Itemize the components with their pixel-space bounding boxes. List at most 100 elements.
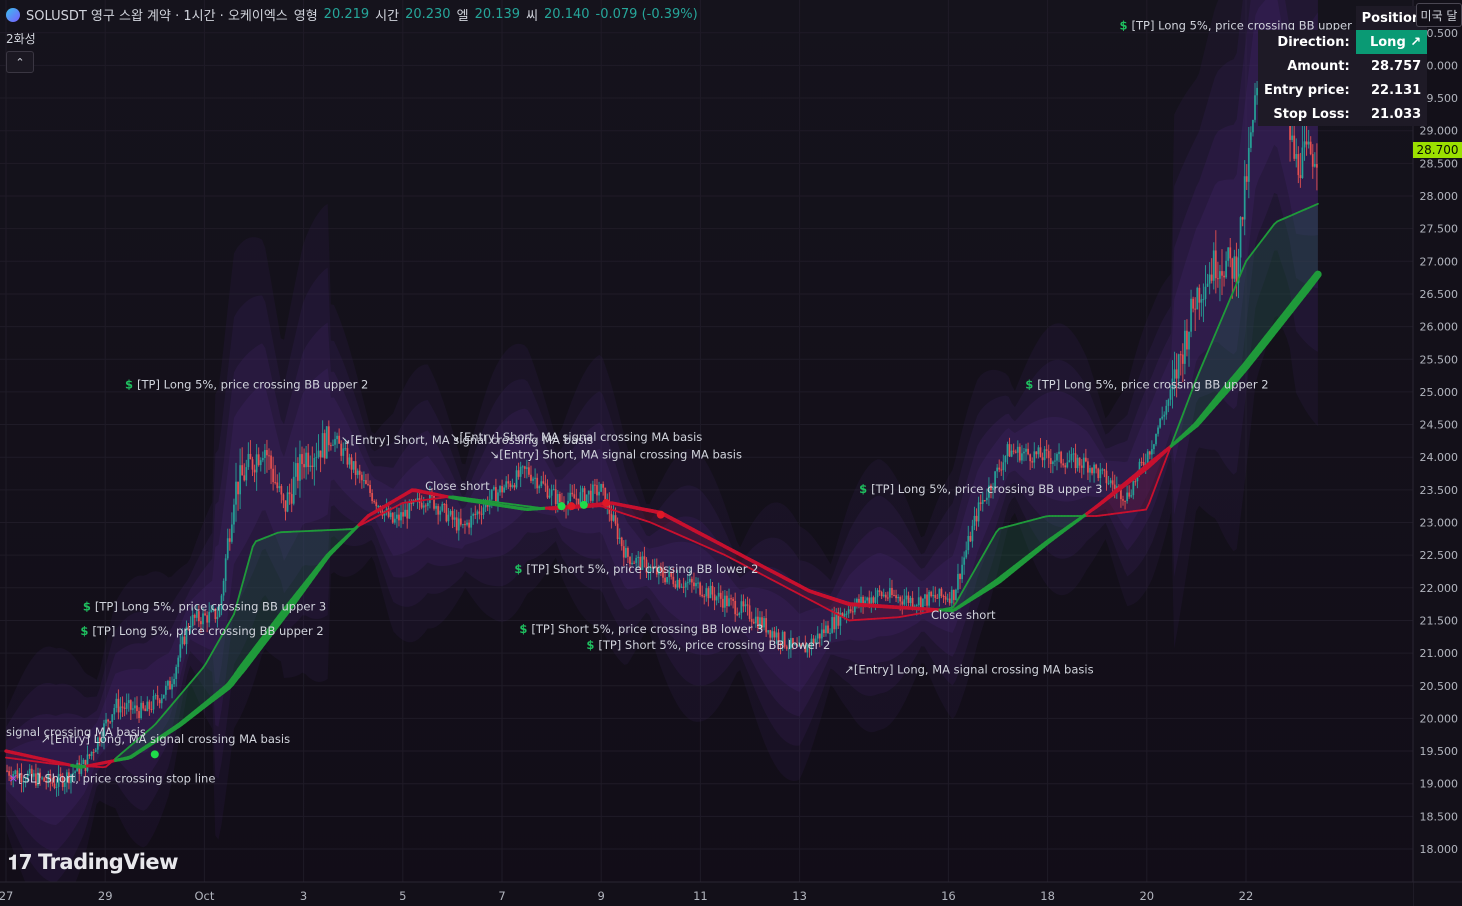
candle-body bbox=[171, 684, 173, 690]
candle-body bbox=[907, 595, 910, 603]
candle-body bbox=[146, 701, 149, 712]
candle-body bbox=[24, 780, 27, 782]
candle-body bbox=[1115, 486, 1118, 489]
collapse-button[interactable]: ⌃ bbox=[6, 51, 34, 73]
ma-signal-line bbox=[1207, 341, 1213, 351]
candle-body bbox=[398, 514, 400, 521]
ma-signal-line bbox=[1163, 452, 1169, 463]
candle-body bbox=[808, 644, 811, 648]
candle-body bbox=[1309, 141, 1312, 155]
ma-signal-line bbox=[1201, 356, 1207, 366]
candle-body bbox=[1179, 354, 1182, 356]
currency-scale-button[interactable]: 미국 달 bbox=[1416, 3, 1462, 27]
candle-body bbox=[1256, 87, 1258, 96]
candle-body bbox=[552, 489, 555, 491]
candle-body bbox=[367, 483, 369, 485]
candle-body bbox=[1219, 271, 1221, 279]
candle-body bbox=[369, 484, 371, 493]
candle-body bbox=[717, 592, 720, 597]
candle-body bbox=[321, 433, 324, 458]
open-value: 20.219 bbox=[323, 7, 370, 22]
candle-body bbox=[251, 459, 254, 470]
candle-body bbox=[521, 466, 524, 468]
ma-signal-line bbox=[1210, 334, 1216, 344]
candle-body bbox=[16, 770, 19, 779]
candle-body bbox=[509, 483, 512, 488]
candle-body bbox=[1000, 469, 1003, 471]
candle-body bbox=[1037, 447, 1040, 455]
candle-body bbox=[167, 680, 169, 686]
ma-signal-line bbox=[205, 657, 210, 665]
candle-body bbox=[645, 559, 648, 573]
symbol-title[interactable]: SOLUSDT 영구 스왑 계약 · 1시간 · 오케이엑스 bbox=[26, 9, 288, 24]
candle-body bbox=[738, 612, 741, 615]
candle-body bbox=[979, 502, 982, 504]
candle-body bbox=[629, 556, 631, 564]
time-tick-label: 22 bbox=[1239, 889, 1254, 903]
candle-body bbox=[428, 491, 431, 503]
candle-body bbox=[841, 612, 844, 617]
candle-body bbox=[1027, 448, 1030, 455]
candle-body bbox=[1307, 141, 1310, 145]
candle-body bbox=[924, 594, 926, 599]
candle-body bbox=[426, 502, 429, 507]
candle-body bbox=[614, 515, 617, 524]
signal-label-18: $ [TP] Long 5%, price crossing BB upper … bbox=[1120, 18, 1363, 32]
candle-body bbox=[319, 450, 322, 458]
candle-body bbox=[270, 455, 272, 469]
candle-body bbox=[1293, 135, 1296, 159]
candle-body bbox=[515, 470, 518, 488]
candle-body bbox=[932, 594, 935, 597]
symbol-header: SOLUSDT 영구 스왑 계약 · 1시간 · 오케이엑스 영형 20.219 … bbox=[6, 5, 698, 24]
candle-body bbox=[647, 571, 650, 573]
candle-body bbox=[620, 537, 623, 547]
candle-body bbox=[68, 772, 70, 784]
candle-body bbox=[513, 485, 516, 488]
candle-body bbox=[825, 625, 827, 634]
candle-body bbox=[1107, 483, 1110, 485]
ma-signal-line bbox=[226, 618, 232, 627]
candle-body bbox=[1016, 446, 1019, 453]
candle-body bbox=[365, 480, 367, 484]
candle-body bbox=[1008, 444, 1011, 457]
candle-body bbox=[761, 617, 763, 628]
candle-body bbox=[1295, 154, 1298, 159]
candle-body bbox=[284, 500, 287, 512]
candle-body bbox=[88, 754, 91, 756]
chevron-up-icon: ⌃ bbox=[15, 55, 25, 69]
candle-body bbox=[835, 612, 838, 630]
candle-body bbox=[10, 775, 13, 780]
candle-body bbox=[963, 557, 966, 565]
ma-signal-line bbox=[1226, 297, 1232, 307]
candle-body bbox=[777, 632, 780, 643]
candle-body bbox=[179, 644, 182, 658]
signal-label-13: $ [TP] Short 5%, price crossing BB lower… bbox=[586, 638, 830, 652]
candle-body bbox=[952, 589, 955, 600]
candle-body bbox=[259, 460, 262, 466]
candle-body bbox=[1031, 461, 1034, 463]
candle-body bbox=[340, 443, 343, 456]
candle-body bbox=[1171, 378, 1174, 390]
candle-body bbox=[653, 566, 656, 568]
candle-body bbox=[1237, 257, 1240, 283]
candle-body bbox=[1126, 492, 1129, 502]
candle-body bbox=[90, 751, 93, 756]
candle-body bbox=[866, 597, 869, 601]
candle-body bbox=[1093, 464, 1096, 474]
candle-body bbox=[707, 588, 710, 599]
close-label: 씨 bbox=[526, 9, 539, 24]
candle-body bbox=[608, 501, 611, 514]
ma-signal-line bbox=[251, 540, 257, 548]
ma-signal-line bbox=[954, 597, 960, 605]
candle-body bbox=[1058, 451, 1060, 455]
candle-body bbox=[934, 594, 937, 598]
candle-body bbox=[158, 699, 161, 704]
candle-body bbox=[1231, 258, 1234, 279]
tradingview-logo[interactable]: 𝟏𝟳 TradingView bbox=[8, 850, 179, 874]
candle-body bbox=[1305, 141, 1308, 145]
candle-body bbox=[255, 454, 258, 473]
indicator-label[interactable]: 2화성 bbox=[6, 32, 36, 46]
candle-body bbox=[74, 771, 77, 773]
candle-body bbox=[35, 773, 37, 786]
